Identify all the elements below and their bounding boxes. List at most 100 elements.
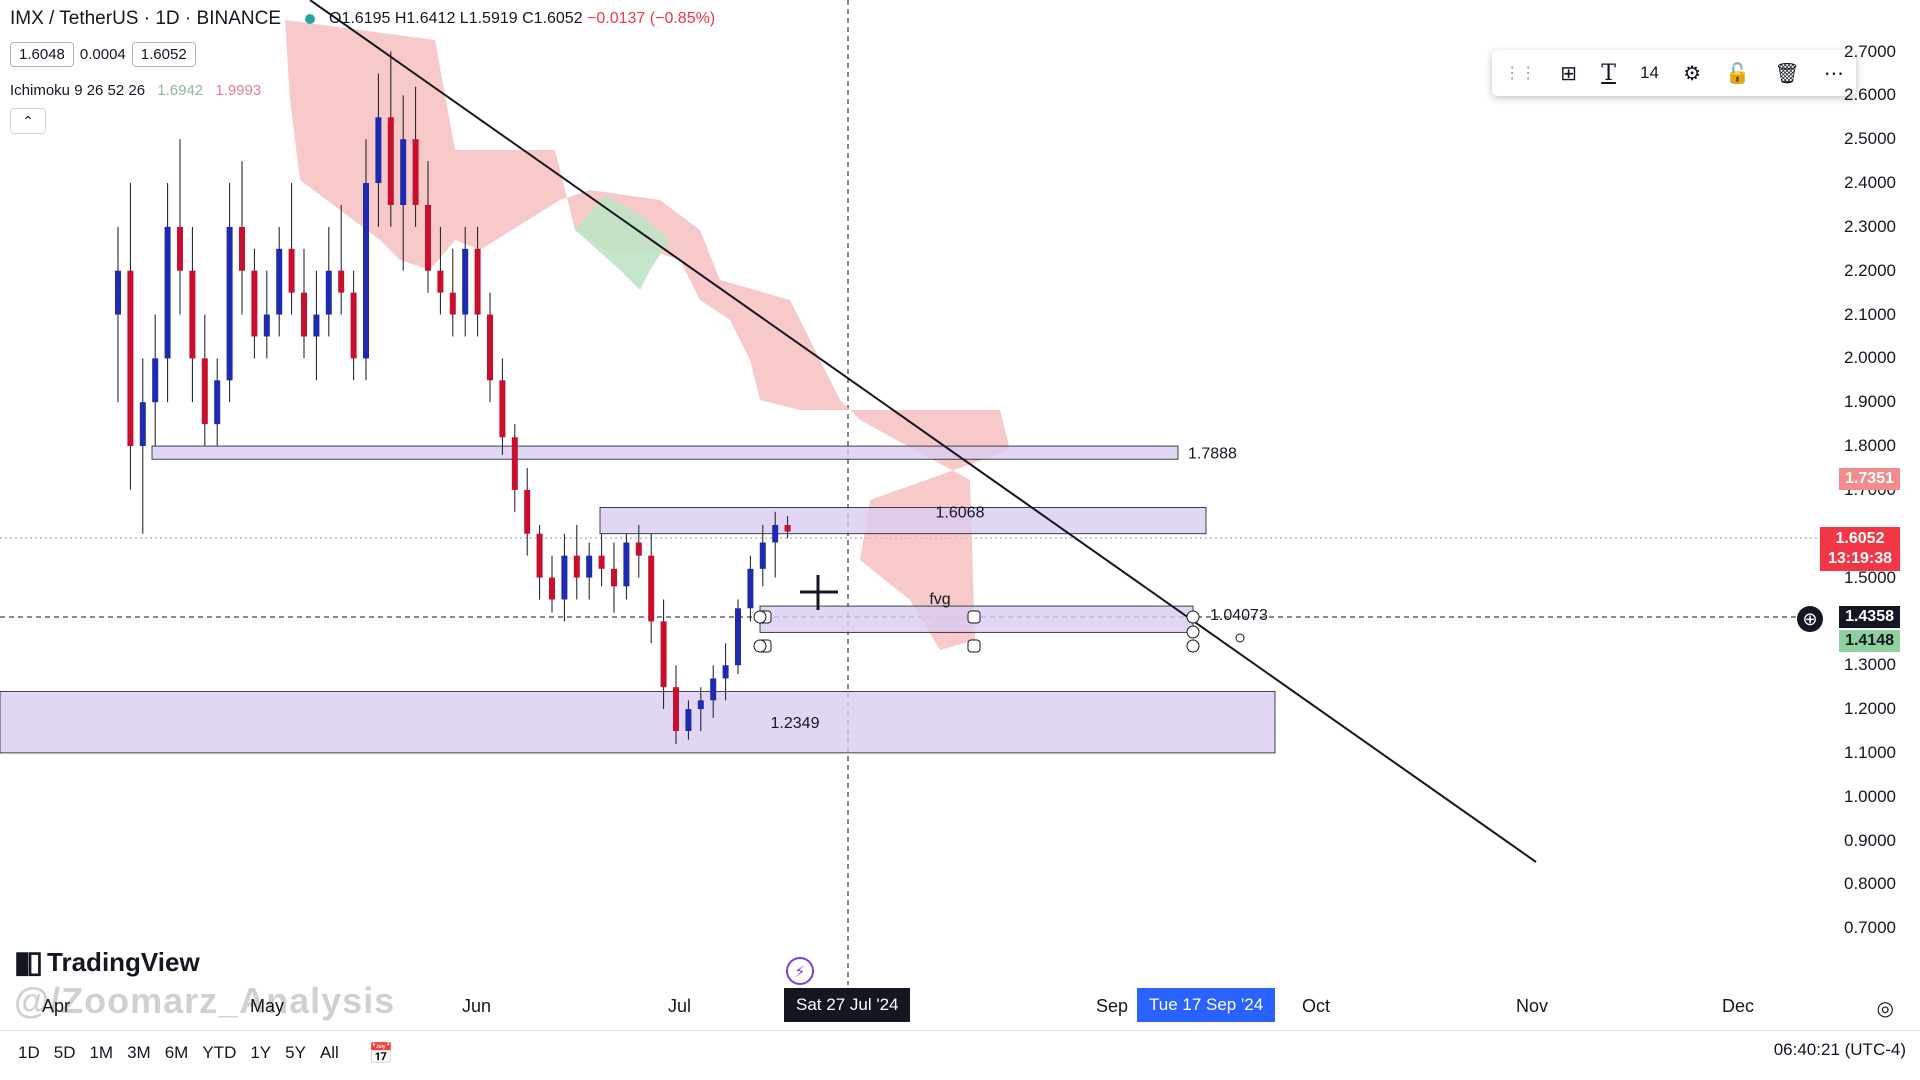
add-alert-icon[interactable]: ⊕ — [1797, 606, 1823, 632]
brand-name: TradingView — [47, 947, 200, 977]
timeframe-5d[interactable]: 5D — [53, 1043, 76, 1062]
price-tick-label: 2.0000 — [1844, 348, 1896, 368]
price-tick-label: 1.5000 — [1844, 567, 1896, 587]
price-tick-label: 0.8000 — [1844, 874, 1896, 894]
price-tick-label: 1.0000 — [1844, 786, 1896, 806]
candle-body — [325, 270, 332, 315]
timeframe-5y[interactable]: 5Y — [285, 1043, 306, 1062]
timeframe-1d[interactable]: 1D — [18, 1043, 40, 1062]
trendline[interactable] — [309, 0, 1537, 863]
timeframe-1y[interactable]: 1Y — [250, 1043, 272, 1062]
zone-label: 1.7888 — [1188, 446, 1237, 463]
bid-price[interactable]: 1.6048 — [10, 42, 74, 67]
candle-body — [474, 248, 481, 315]
zone-labels: 1.7888 1.6068 1.04073 fvg 1.2349 — [771, 446, 1268, 733]
candle-body — [127, 270, 134, 447]
price-tick-label: 2.7000 — [1844, 41, 1896, 61]
candle-body — [685, 709, 692, 731]
candle-body — [350, 292, 357, 359]
candle-body — [400, 139, 407, 205]
candle-body — [759, 542, 766, 569]
candle-body — [239, 226, 245, 271]
candle-body — [313, 314, 320, 337]
candle-body — [251, 270, 258, 337]
axis-settings-icon[interactable]: ◎ — [1876, 998, 1894, 1020]
candle-body — [536, 533, 543, 578]
ohlc-close: C1.6052 — [522, 10, 583, 27]
price-tick-label: 0.9000 — [1844, 830, 1896, 850]
candle-body — [437, 270, 444, 293]
svg-text:⚡: ⚡ — [794, 962, 805, 981]
trash-icon[interactable]: 🗑 — [1774, 62, 1800, 85]
candle-body — [573, 555, 580, 578]
candle-body — [189, 270, 196, 359]
drag-handle-icon[interactable]: ⋮⋮ — [1504, 65, 1537, 82]
lock-icon[interactable]: 🔓 — [1725, 62, 1751, 85]
grid-icon[interactable]: ⊞ — [1560, 62, 1578, 85]
candle-body — [660, 621, 667, 688]
candle-body — [586, 555, 593, 578]
candle-body — [375, 117, 382, 184]
candle-body — [177, 226, 183, 271]
price-tick-label: 2.2000 — [1844, 260, 1896, 280]
candle-body — [164, 226, 171, 359]
candle-body — [697, 700, 704, 710]
time-tick-label: Apr — [42, 996, 71, 1016]
watermark: @/Zoomarz_Analysis — [14, 980, 396, 1021]
symbol-title[interactable]: IMX / TetherUS · 1D · BINANCE — [10, 8, 281, 29]
zone-sublabel: fvg — [929, 591, 950, 608]
date-range-icon[interactable]: 📅 — [368, 1042, 394, 1065]
candle-body — [263, 314, 270, 337]
price-tick-label: 2.4000 — [1844, 173, 1896, 193]
indicator-name: Ichimoku 9 26 52 26 — [10, 82, 146, 99]
indicator-value-1: 1.6942 — [157, 82, 204, 99]
candle-body — [276, 248, 283, 315]
price-tick-label: 1.8000 — [1844, 436, 1896, 456]
font-size-button[interactable]: 14 — [1640, 63, 1659, 82]
zone-rect — [151, 445, 1179, 460]
ask-price[interactable]: 1.6052 — [131, 42, 196, 67]
price-tick-label: 1.2000 — [1844, 699, 1896, 719]
zone-handles[interactable] — [753, 610, 1245, 653]
time-tick-label: May — [250, 996, 285, 1016]
ohlc-change: −0.0137 (−0.85%) — [587, 10, 716, 27]
candle-body — [499, 380, 506, 438]
price-tick-label: 1.9000 — [1844, 392, 1896, 412]
symbol-legend: IMX / TetherUS · 1D · BINANCE O1.6195 H1… — [10, 8, 715, 30]
timeframe-3m[interactable]: 3M — [127, 1043, 151, 1062]
bottom-toolbar: 1D 5D 1M 3M 6M YTD 1Y 5Y All 📅 — [0, 1030, 1920, 1075]
candle-body — [735, 608, 741, 666]
ichimoku-top-tag: 1.7351 — [1839, 468, 1900, 490]
crosshair-date-tag: Sat 27 Jul '24 — [784, 988, 911, 1022]
price-tick-label: 2.6000 — [1844, 85, 1896, 105]
candle-body — [648, 555, 655, 622]
bid-ask-box: 1.6048 0.0004 1.6052 — [10, 42, 196, 67]
candle-body — [115, 270, 121, 315]
crosshair-price-tag: 1.4358 — [1839, 606, 1900, 628]
more-icon[interactable]: ⋯ — [1823, 62, 1844, 85]
timeframe-1m[interactable]: 1M — [89, 1043, 114, 1062]
clock[interactable]: 06:40:21 (UTC-4) — [1773, 1040, 1906, 1059]
candle-body — [673, 687, 679, 731]
spread: 0.0004 — [79, 46, 126, 63]
zone-rect — [0, 691, 1276, 754]
tv-logo-icon: ▮▯ — [14, 946, 43, 979]
timeframe-6m[interactable]: 6M — [164, 1043, 189, 1062]
candle-body — [338, 270, 345, 293]
candle-body — [549, 577, 555, 600]
settings-icon[interactable]: ⚙ — [1683, 62, 1702, 85]
ichimoku-bottom-tag: 1.4148 — [1839, 630, 1900, 652]
indicator-legend[interactable]: Ichimoku 9 26 52 26 1.6942 1.9993 — [10, 82, 261, 99]
time-tick-label: Jul — [668, 996, 692, 1016]
chevron-up-icon: ⌃ — [22, 112, 34, 129]
candle-body — [487, 314, 493, 381]
candle-body — [784, 524, 791, 532]
text-icon[interactable]: T — [1601, 60, 1616, 86]
timeframe-all[interactable]: All — [319, 1043, 339, 1062]
timeframe-ytd[interactable]: YTD — [202, 1043, 237, 1062]
collapse-legend-button[interactable]: ⌃ — [10, 108, 46, 134]
lightning-icon[interactable]: ⚡ — [786, 957, 814, 985]
candle-body — [710, 678, 717, 701]
indicator-value-2: 1.9993 — [215, 82, 262, 99]
